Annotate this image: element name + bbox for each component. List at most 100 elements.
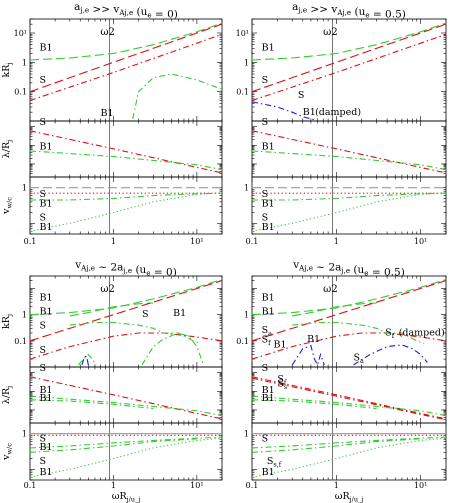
series-line-green-5 <box>252 437 446 478</box>
x-tick-label: 0.1 <box>246 237 259 246</box>
x-tick-label: 1 <box>111 237 116 246</box>
y-axis-label: λ/Rj <box>1 140 14 158</box>
curve-label: B1 <box>262 307 275 318</box>
curve-label: S <box>298 90 305 101</box>
curve-label: B1 <box>40 292 53 303</box>
series-line-red-1 <box>30 130 222 174</box>
panel-2: S B1 <box>251 117 447 178</box>
x-axis-label: ωRj/u_j <box>112 491 140 503</box>
curve-label: S <box>262 117 269 128</box>
curve-label: S <box>40 345 47 356</box>
curve-label: B1 <box>40 141 53 152</box>
curve-label: S <box>262 212 269 223</box>
panel-frame <box>29 176 223 235</box>
x-tick-label: 0.1 <box>24 237 37 246</box>
x-tick-label: 10¹ <box>190 237 203 246</box>
chart-title: aj,e >> vAj,e (ue = 0) <box>74 1 178 21</box>
curve-label: B1 <box>262 467 275 478</box>
series-line-red-2 <box>30 23 222 93</box>
series-line-red-3 <box>252 33 446 102</box>
series-line-green-7 <box>77 353 97 366</box>
series-line-blue-6 <box>81 356 89 366</box>
curve-label: B1 <box>262 141 275 152</box>
curve-label: B1 <box>40 198 53 209</box>
curve-label: S <box>40 434 47 445</box>
omega2-label: ω2 <box>323 27 338 38</box>
x-tick-label: 1 <box>334 237 339 246</box>
curve-label: Sa <box>354 352 365 365</box>
chart-title: vAj,e ~ 2aj,e (ue = 0) <box>74 259 177 279</box>
panel-frame <box>29 366 223 424</box>
curve-label: B1 <box>262 43 275 54</box>
curve-label: S <box>262 75 269 86</box>
curve-label: B1 <box>40 43 53 54</box>
chart-title: aj,e >> vAj,e (ue = 0.5) <box>292 1 406 21</box>
omega2-label: ω2 <box>100 284 115 295</box>
curve-label: B1 <box>274 340 287 351</box>
curve-label: B1 <box>40 393 53 404</box>
y-axis-label: vw/c <box>1 443 14 461</box>
curve-label: S <box>262 189 269 200</box>
curve-label: S <box>40 212 47 223</box>
series-line-green-4 <box>30 438 197 453</box>
curve-label: S <box>262 434 269 445</box>
y-tick-label: 1 <box>244 311 249 320</box>
curve-label: B1 <box>40 307 53 318</box>
x-tick-label: 10¹ <box>414 237 427 246</box>
panel-frame <box>251 176 447 235</box>
series-line-green-2 <box>30 395 222 417</box>
curve-label: S <box>142 309 149 320</box>
y-tick-label: 1 <box>22 184 27 193</box>
curve-label: B1 <box>262 385 275 396</box>
omega2-label: ω2 <box>100 27 115 38</box>
y-axis-label: kRj <box>1 63 14 78</box>
series-line-red-2 <box>252 23 446 93</box>
curve-label: B1 <box>262 222 275 233</box>
panel-frame <box>251 120 447 178</box>
y-tick-label: 0.1 <box>14 88 27 97</box>
x-tick-label: 0.1 <box>246 481 259 490</box>
series-line-green-5 <box>69 321 201 344</box>
series-line-red-3 <box>30 33 222 102</box>
panel-frame <box>251 422 447 481</box>
omega2-label: ω2 <box>323 284 338 295</box>
series-line-green-1 <box>30 278 222 316</box>
y-tick-label: 10¹ <box>14 29 27 38</box>
curve-label: B1 <box>40 467 53 478</box>
series-line-green-3 <box>252 192 446 201</box>
series-line-red-3 <box>30 280 222 342</box>
series-line-green-2 <box>252 150 446 171</box>
curve-label: S <box>40 363 47 374</box>
series-line-red-3 <box>252 280 446 342</box>
y-tick-label: 1 <box>22 311 27 320</box>
curve-label: S <box>40 456 47 467</box>
series-line-blue-7 <box>353 344 428 366</box>
curve-label: B1 <box>303 107 316 118</box>
series-line-red-1 <box>252 376 446 420</box>
curve-label: B1 <box>40 385 53 396</box>
curve-label: S <box>40 320 47 331</box>
chart-title: vAj,e ~ 2aj,e (ue = 0.5) <box>292 259 405 279</box>
y-axis-label: vw/c <box>1 197 14 215</box>
series-line-green-5 <box>30 437 222 478</box>
curve-label: Sa <box>262 325 273 338</box>
series-line-green-4 <box>132 73 222 119</box>
panel-1: 10¹ 1 0.1 kRj B1 S B1 ω2 <box>1 18 223 122</box>
panel-frame <box>29 120 223 178</box>
x-tick-label: 1 <box>334 481 339 490</box>
series-line-green-5 <box>292 321 425 344</box>
y-tick-label: 1 <box>22 58 27 67</box>
series-line-green-4 <box>252 438 421 453</box>
y-tick-label: 10¹ <box>236 29 249 38</box>
series-line-blue-6 <box>291 344 325 367</box>
curve-label: (damped) <box>315 107 361 118</box>
curve-label: S <box>40 189 47 200</box>
curve-label: Sf <box>385 327 395 340</box>
